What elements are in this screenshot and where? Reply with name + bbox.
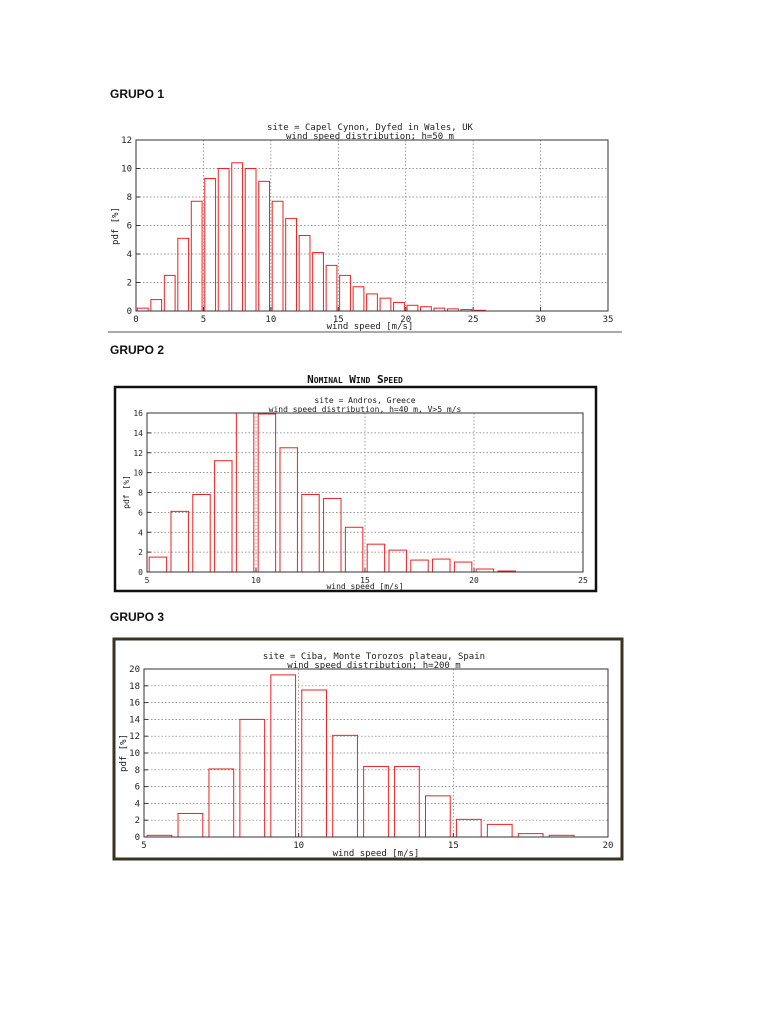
y-tick-label: 20: [129, 665, 140, 675]
y-tick-label: 8: [135, 766, 140, 776]
bar-bin-10: [271, 200, 284, 312]
x-tick-label: 5: [145, 576, 150, 585]
y-tick-label: 6: [127, 222, 132, 232]
chart-2-frame-title: Nominal Wind Speed: [307, 373, 403, 386]
bar-bin-15: [339, 274, 351, 312]
x-tick-label: 10: [251, 576, 261, 585]
bar-bin-11: [285, 217, 297, 312]
x-tick-label: 5: [201, 315, 206, 325]
y-tick-label: 4: [135, 799, 140, 809]
group-2-heading: GRUPO 2: [110, 343, 165, 357]
y-tick-label: 12: [129, 732, 140, 742]
x-tick-label: 10: [265, 315, 276, 325]
y-tick-label: 0: [138, 568, 143, 577]
bar-bin-8: [244, 168, 257, 312]
x-tick-label: 20: [603, 841, 614, 851]
x-tick-label: 30: [535, 315, 546, 325]
y-tick-label: 8: [127, 193, 132, 203]
chart-3-subtitle: wind speed distribution; h=200 m: [287, 661, 460, 671]
x-tick-label: 15: [360, 576, 370, 585]
y-tick-label: 2: [127, 279, 132, 289]
y-tick-label: 2: [135, 816, 140, 826]
chart-2-xlabel: wind speed [m/s]: [326, 582, 403, 591]
y-tick-label: 14: [133, 429, 143, 438]
chart-1-title: site = Capel Cynon, Dyfed in Wales, UK: [267, 123, 473, 133]
chart-1-xlabel: wind speed [m/s]: [327, 322, 414, 332]
chart-2-ylabel: pdf [%]: [122, 475, 131, 509]
x-tick-label: 15: [448, 841, 459, 851]
y-tick-label: 12: [133, 449, 143, 458]
bar-bin-2: [163, 274, 176, 312]
chart-andros: Nominal Wind Speed site = Andros, Greece…: [113, 368, 598, 593]
chart-2-svg: Nominal Wind Speed site = Andros, Greece…: [113, 373, 598, 593]
x-tick-label: 15: [333, 315, 344, 325]
x-tick-label: 35: [603, 315, 614, 325]
group-1-heading: GRUPO 1: [110, 87, 165, 101]
y-tick-label: 6: [135, 783, 140, 793]
y-tick-label: 10: [133, 469, 143, 478]
x-tick-label: 20: [469, 576, 479, 585]
y-tick-label: 4: [127, 250, 132, 260]
bar-bin-16: [352, 286, 365, 312]
bar-bin-13: [312, 252, 324, 312]
x-tick-label: 20: [400, 315, 411, 325]
chart-ciba: site = Ciba, Monte Torozos plateau, Spai…: [112, 637, 624, 861]
x-tick-label: 10: [293, 841, 304, 851]
chart-3-xlabel: wind speed [m/s]: [333, 849, 420, 859]
x-tick-label: 25: [468, 315, 479, 325]
y-tick-label: 0: [127, 307, 132, 317]
chart-3-frame: [112, 637, 624, 861]
chart-1-subtitle: wind speed distribution; h=50 m: [286, 132, 454, 142]
chart-2-title: site = Andros, Greece: [314, 396, 415, 405]
bar-bin-7: [231, 162, 244, 312]
y-tick-label: 16: [129, 699, 140, 709]
y-tick-label: 12: [121, 136, 132, 146]
bar-bin-21: [420, 306, 432, 312]
chart-1-svg: site = Capel Cynon, Dyfed in Wales, UK w…: [108, 123, 622, 333]
bar-bin-12: [298, 234, 311, 312]
y-tick-label: 18: [129, 682, 140, 692]
bar-bin-19: [393, 301, 405, 312]
y-tick-label: 10: [129, 749, 140, 759]
bar-bin-20: [406, 304, 419, 312]
bar-bin-17: [366, 293, 378, 312]
bar-bin-1: [150, 299, 163, 312]
y-tick-label: 0: [135, 833, 140, 843]
y-tick-label: 2: [138, 548, 143, 557]
x-tick-label: 0: [133, 315, 138, 325]
bar-bin-6: [217, 168, 230, 312]
x-tick-label: 25: [578, 576, 588, 585]
x-tick-label: 5: [141, 841, 146, 851]
chart-3-svg: site = Ciba, Monte Torozos plateau, Spai…: [112, 637, 624, 861]
bar-bin-9: [258, 180, 271, 312]
bar-bin-14: [325, 264, 338, 312]
chart-3-title: site = Ciba, Monte Torozos plateau, Spai…: [263, 652, 485, 662]
group-3-heading: GRUPO 3: [110, 610, 165, 624]
y-tick-label: 10: [121, 165, 132, 175]
bar-bin-18: [379, 297, 392, 312]
bar-bin-5: [204, 177, 217, 312]
y-tick-label: 6: [138, 508, 143, 517]
bar-bin-4: [190, 200, 203, 312]
chart-3-ylabel: pdf [%]: [119, 734, 129, 772]
y-tick-label: 14: [129, 715, 140, 725]
bar-bin-3: [177, 237, 190, 312]
y-tick-label: 8: [138, 489, 143, 498]
chart-1-ylabel: pdf [%]: [111, 207, 121, 245]
y-tick-label: 16: [133, 409, 143, 418]
chart-2-subtitle: wind speed distribution, h=40 m, V>5 m/s: [269, 405, 462, 414]
chart-2-frame: [113, 385, 598, 593]
y-tick-label: 4: [138, 528, 143, 537]
chart-capel-cynon: site = Capel Cynon, Dyfed in Wales, UK w…: [108, 118, 622, 334]
